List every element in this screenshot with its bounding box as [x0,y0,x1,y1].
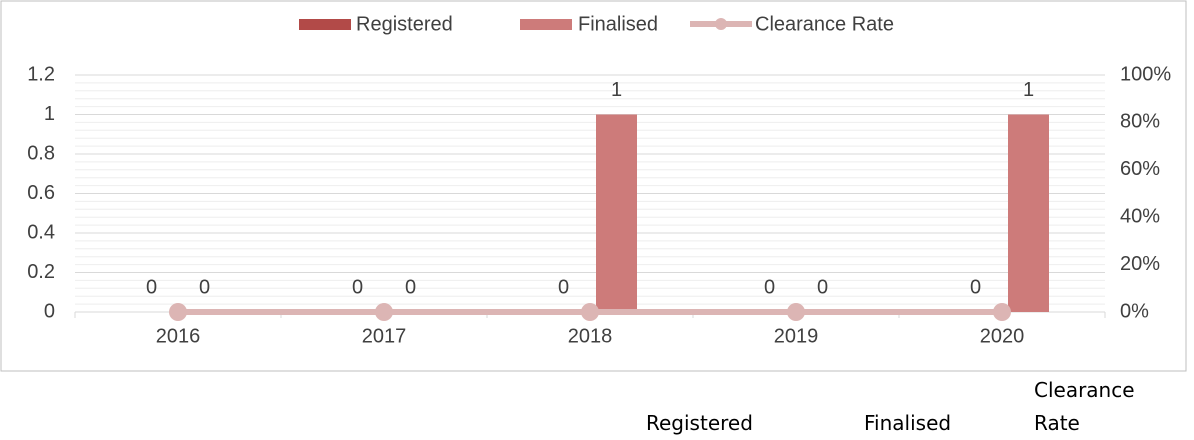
line-marker [169,303,187,321]
line-marker [375,303,393,321]
data-label: 0 [199,276,210,298]
header-cell: Registered [646,411,753,435]
data-label: 0 [558,276,569,298]
y-tick-label: 0.2 [27,261,55,283]
x-tick-label: 2016 [156,325,201,347]
y-tick-label: 0.6 [27,182,55,204]
y2-tick-label: 60% [1120,158,1160,180]
data-label: 0 [764,276,775,298]
x-tick-label: 2018 [568,325,613,347]
line-marker [787,303,805,321]
line-marker [993,303,1011,321]
header-cell: Clearance Rate [1034,378,1135,435]
x-tick-label: 2020 [980,325,1025,347]
data-label: 0 [405,276,416,298]
x-tick-label: 2019 [774,325,819,347]
y-tick-label: 1.2 [27,63,55,85]
legend-label: Registered [356,13,453,35]
data-label: 1 [1023,79,1034,101]
y2-tick-label: 0% [1120,300,1149,322]
y-tick-label: 0.8 [27,142,55,164]
data-label: 0 [970,276,981,298]
y-tick-label: 0.4 [27,221,55,243]
x-tick-label: 2017 [362,325,407,347]
legend-swatch [299,19,351,30]
legend-label: Clearance Rate [755,13,894,35]
chart: 0 0.2 0.4 0.6 0.8 1 1.2 0% 20% 40% 60% 80% 100% 2016 2… [0,0,1187,372]
y2-tick-label: 40% [1120,205,1160,227]
line-marker [581,303,599,321]
bar [596,114,637,312]
header-cell: Finalised [864,411,952,435]
data-label: 0 [817,276,828,298]
bar [1008,114,1049,312]
data-label: 0 [146,276,157,298]
y2-tick-label: 20% [1120,253,1160,275]
y-tick-label: 1 [44,103,55,125]
y2-tick-label: 100% [1120,63,1171,85]
legend-label: Finalised [578,13,658,35]
y-tick-label: 0 [44,300,55,322]
legend-swatch [520,19,572,30]
legend-swatch [715,18,727,30]
y2-tick-label: 80% [1120,111,1160,133]
data-label: 0 [352,276,363,298]
data-label: 1 [611,79,622,101]
